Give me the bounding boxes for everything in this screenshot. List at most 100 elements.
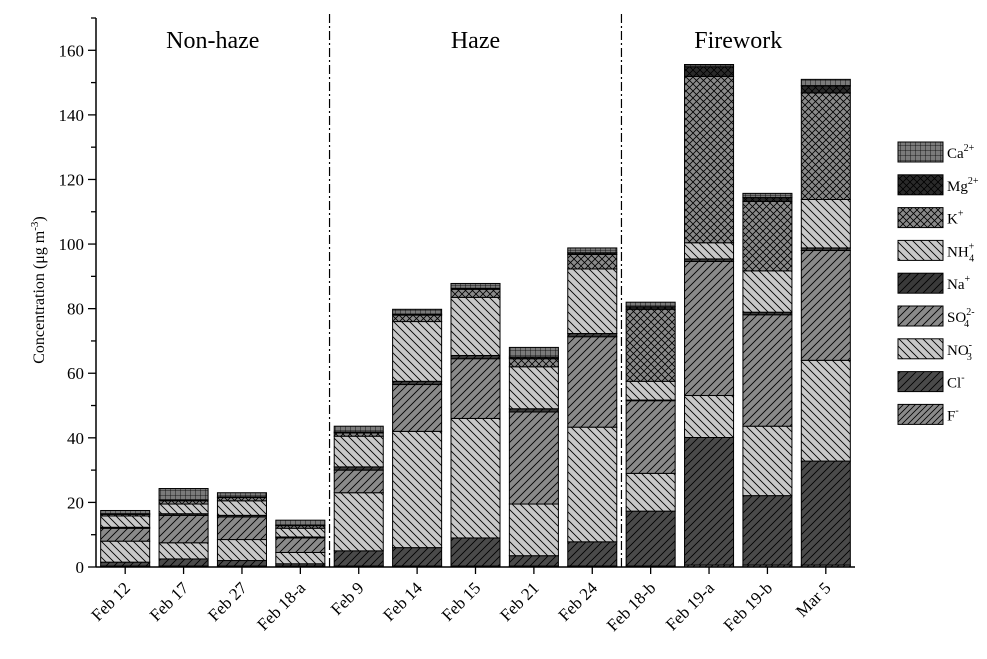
bar-no-2 — [216, 539, 267, 562]
bar-so-11 — [742, 314, 793, 427]
region-label: Non-haze — [166, 28, 259, 54]
bar-cl-5 — [392, 547, 443, 567]
y-tick-label: 0 — [76, 558, 85, 577]
bar-cl-6 — [450, 537, 501, 567]
bar-cl-2 — [216, 560, 267, 567]
y-tick-label: 40 — [67, 429, 84, 448]
legend: Ca2+ Mg2+ K+ NH+ 4 Na+ SO2-4 NO-3 Cl- F- — [897, 141, 979, 425]
bar-no-8 — [567, 426, 618, 543]
bar-ca-10 — [684, 64, 735, 68]
bar-nh-6 — [450, 296, 501, 356]
bar-so-12 — [800, 250, 851, 361]
bar-nh-8 — [567, 268, 618, 335]
bar-cl-1 — [158, 558, 209, 567]
legend-label-ca: Ca2+ — [947, 143, 975, 162]
legend-swatch-so — [897, 305, 944, 327]
bar-ca-11 — [742, 192, 793, 199]
x-tick-label: Feb 9 — [327, 578, 367, 618]
legend-label-f: F- — [947, 405, 959, 424]
bar-so-1 — [158, 514, 209, 544]
bar-k-6 — [450, 288, 501, 298]
bar-cl-7 — [508, 555, 559, 567]
bar-ca-6 — [450, 282, 501, 289]
bar-mg-12 — [800, 85, 851, 94]
bar-ca-2 — [216, 492, 267, 498]
y-tick-label: 100 — [59, 235, 85, 254]
y-tick-label: 60 — [67, 364, 84, 383]
x-tick-label: Feb 18-a — [253, 578, 309, 634]
x-tick-label: Feb 19-b — [720, 578, 777, 635]
legend-label-nh: NH+ 4 — [947, 241, 975, 264]
bar-ca-8 — [567, 247, 618, 254]
legend-swatch-f — [897, 403, 944, 425]
bar-nh-1 — [158, 503, 209, 515]
bar-nh-4 — [333, 435, 384, 468]
bar-cl-11 — [742, 495, 793, 566]
bar-so-10 — [684, 261, 735, 397]
region-labels: Non-haze Haze Firework — [166, 28, 782, 54]
bar-k-12 — [800, 92, 851, 200]
bar-nh-10 — [684, 242, 735, 260]
bar-nh-3 — [275, 527, 326, 538]
bar-no-6 — [450, 417, 501, 539]
bar-nh-2 — [216, 500, 267, 516]
bar-cl-4 — [333, 550, 384, 567]
bar-no-11 — [742, 425, 793, 497]
bar-cl-8 — [567, 541, 618, 567]
bar-nh-12 — [800, 198, 851, 249]
y-tick-label: 80 — [67, 300, 84, 319]
legend-label-mg: Mg2+ — [947, 176, 979, 195]
legend-swatch-mg — [897, 174, 944, 196]
bar-mg-11 — [742, 197, 793, 202]
y-tick-label: 140 — [59, 106, 85, 125]
x-tick-label: Mar 5 — [792, 578, 834, 620]
bar-ca-0 — [100, 509, 151, 515]
legend-swatch-cl — [897, 371, 944, 393]
y-axis: 0 20 40 60 80 100 120 140 160 — [59, 17, 97, 577]
bar-cl-10 — [684, 437, 735, 566]
legend-swatch-na — [897, 272, 944, 294]
x-tick-label: Feb 27 — [204, 578, 251, 625]
bar-k-8 — [567, 253, 618, 270]
x-tick-label: Feb 21 — [496, 578, 542, 624]
bar-no-1 — [158, 542, 209, 560]
bar-so-6 — [450, 358, 501, 419]
bar-ca-3 — [275, 519, 326, 526]
bar-ca-4 — [333, 425, 384, 433]
y-tick-label: 20 — [67, 493, 84, 512]
bar-so-7 — [508, 411, 559, 505]
bar-k-7 — [508, 358, 559, 368]
y-tick-label: 120 — [59, 170, 85, 189]
region-dividers — [328, 14, 623, 567]
bar-cl-12 — [800, 460, 851, 566]
bar-no-7 — [508, 503, 559, 557]
bar-no-9 — [625, 472, 676, 512]
bar-no-4 — [333, 492, 384, 552]
x-tick-label: Feb 19-a — [662, 578, 718, 634]
bar-mg-10 — [684, 66, 735, 77]
bar-no-0 — [100, 540, 151, 563]
x-tick-label: Feb 12 — [88, 578, 134, 624]
bar-nh-7 — [508, 366, 559, 410]
bar-nh-11 — [742, 270, 793, 313]
bar-so-3 — [275, 537, 326, 553]
region-label: Haze — [451, 28, 500, 54]
y-axis-title: Concentration (μg m-3) — [29, 216, 48, 364]
bar-so-8 — [567, 336, 618, 428]
plot-area — [100, 64, 851, 568]
bar-so-2 — [216, 516, 267, 541]
bar-k-11 — [742, 200, 793, 272]
bar-ca-5 — [392, 308, 443, 315]
legend-label-no: NO-3 — [947, 340, 972, 363]
legend-label-na: Na+ — [947, 274, 971, 293]
y-axis-title-unit-sup: -3 — [29, 221, 41, 231]
bar-ca-9 — [625, 301, 676, 308]
x-tick-label: Feb 24 — [555, 578, 602, 625]
y-axis-title-close: ) — [31, 216, 48, 221]
bar-nh-5 — [392, 321, 443, 382]
bar-so-0 — [100, 527, 151, 542]
bar-k-5 — [392, 314, 443, 323]
legend-label-k: K+ — [947, 209, 964, 228]
bar-k-10 — [684, 75, 735, 244]
